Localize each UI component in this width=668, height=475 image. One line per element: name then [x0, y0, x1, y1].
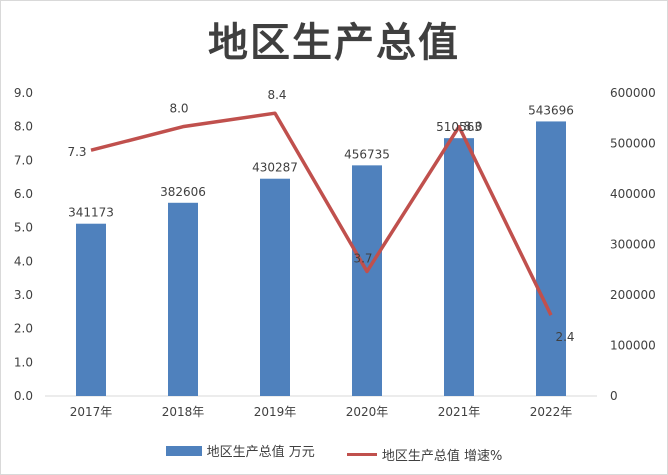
x-tick-label: 2019年	[254, 405, 297, 419]
line-data-label: 2.4	[555, 330, 574, 344]
legend-swatch-bar	[165, 445, 202, 456]
y-left-tick-label: 2.0	[14, 322, 33, 336]
x-tick-label: 2022年	[530, 405, 573, 419]
bar-data-label: 510563	[436, 120, 482, 134]
y-left-tick-label: 4.0	[14, 254, 33, 268]
x-tick-label: 2020年	[346, 405, 389, 419]
line-data-label: 8.0	[169, 102, 188, 116]
line-data-label: 8.4	[267, 88, 286, 102]
bar-data-label: 456735	[344, 147, 390, 161]
y-right-tick-label: 600000	[610, 86, 656, 100]
legend-label-bar: 地区生产总值 万元	[206, 445, 315, 460]
bar-data-label: 341173	[68, 206, 114, 220]
growth-line	[90, 111, 553, 316]
y-right-tick-label: 100000	[610, 339, 656, 353]
line-data-label: 8.0	[463, 120, 482, 134]
bar	[536, 121, 566, 396]
bar	[168, 202, 198, 396]
bar	[76, 223, 106, 396]
bar	[352, 165, 382, 396]
chart-title: 地区生产总值	[208, 19, 460, 66]
y-left-tick-label: 5.0	[14, 221, 33, 235]
y-left-tick-label: 8.0	[14, 120, 33, 134]
y-right-tick-label: 300000	[610, 238, 656, 252]
line-data-label: 7.3	[67, 145, 86, 159]
legend-swatch-line	[346, 452, 377, 456]
bar-data-label: 382606	[160, 185, 206, 199]
y-left-tick-label: 3.0	[14, 288, 33, 302]
x-tick-label: 2018年	[162, 405, 205, 419]
x-tick-label: 2017年	[70, 405, 113, 419]
x-tick-label: 2021年	[438, 405, 481, 419]
bar	[260, 178, 290, 396]
bar	[444, 138, 474, 396]
y-left-tick-label: 7.0	[14, 153, 33, 167]
line-series	[90, 111, 553, 316]
y-left-tick-label: 9.0	[14, 86, 33, 100]
y-right-tick-label: 500000	[610, 137, 656, 151]
y-left-tick-label: 0.0	[14, 389, 33, 403]
legend-item-bar: 地区生产总值 万元	[165, 441, 315, 460]
bar-data-label: 430287	[252, 161, 298, 175]
y-right-tick-label: 400000	[610, 187, 656, 201]
bar-data-label: 543696	[528, 103, 574, 117]
legend: 地区生产总值 万元 地区生产总值 增速%	[0, 441, 668, 464]
y-left-tick-label: 6.0	[14, 187, 33, 201]
y-right-tick-label: 200000	[610, 288, 656, 302]
bar-series	[76, 121, 566, 396]
legend-item-line: 地区生产总值 增速%	[346, 445, 503, 464]
data-labels: 341173 382606 430287 456735 510563 543696 7.3 8…	[67, 88, 574, 344]
y-left-tick-label: 1.0	[14, 355, 33, 369]
y-right-tick-label: 0	[610, 389, 618, 403]
legend-label-line: 地区生产总值 增速%	[381, 448, 503, 464]
line-data-label: 3.7	[353, 251, 372, 265]
axes: 0.0 1.0 2.0 3.0 4.0 5.0 6.0 7.0 8.0 9.0 0 100000 200…	[14, 86, 656, 419]
